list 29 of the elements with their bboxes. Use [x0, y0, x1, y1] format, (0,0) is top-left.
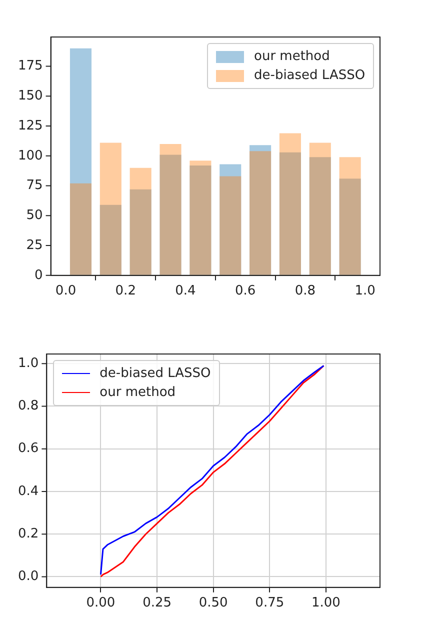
y-tick-label: 25 [26, 238, 43, 253]
y-tick-label: 100 [18, 148, 43, 164]
legend-label: our method [100, 385, 176, 400]
y-tick-label: 0.8 [18, 398, 39, 414]
y-tick-label: 175 [18, 58, 43, 74]
x-tick-label: 0.25 [142, 596, 172, 611]
legend-label: our method [254, 49, 330, 64]
y-tick-label: 50 [26, 208, 43, 224]
x-tick-label: 1.0 [354, 284, 376, 299]
y-tick-label: 0 [34, 268, 43, 283]
x-tick-label: 0.50 [198, 596, 228, 611]
x-tick-label: 0.6 [234, 284, 256, 299]
x-tick-label: 0.8 [294, 284, 316, 299]
legend-label: de-biased LASSO [100, 366, 211, 381]
y-tick-label: 0.2 [18, 526, 39, 542]
y-tick-label: 0.4 [18, 484, 39, 499]
x-tick-label: 0.0 [55, 284, 76, 299]
y-tick-label: 75 [26, 178, 43, 194]
legend-label: de-biased LASSO [254, 68, 366, 83]
y-tick-label: 0.6 [18, 441, 39, 456]
x-tick-label: 0.00 [86, 596, 116, 611]
x-tick-label: 0.2 [115, 284, 136, 299]
y-tick-label: 150 [18, 88, 43, 104]
x-tick-label: 1.00 [311, 596, 340, 611]
y-tick-label: 125 [18, 118, 43, 134]
y-tick-label: 0.0 [18, 569, 39, 584]
y-tick-label: 1.0 [18, 356, 39, 371]
x-tick-label: 0.75 [255, 596, 284, 611]
x-tick-label: 0.4 [175, 284, 196, 299]
